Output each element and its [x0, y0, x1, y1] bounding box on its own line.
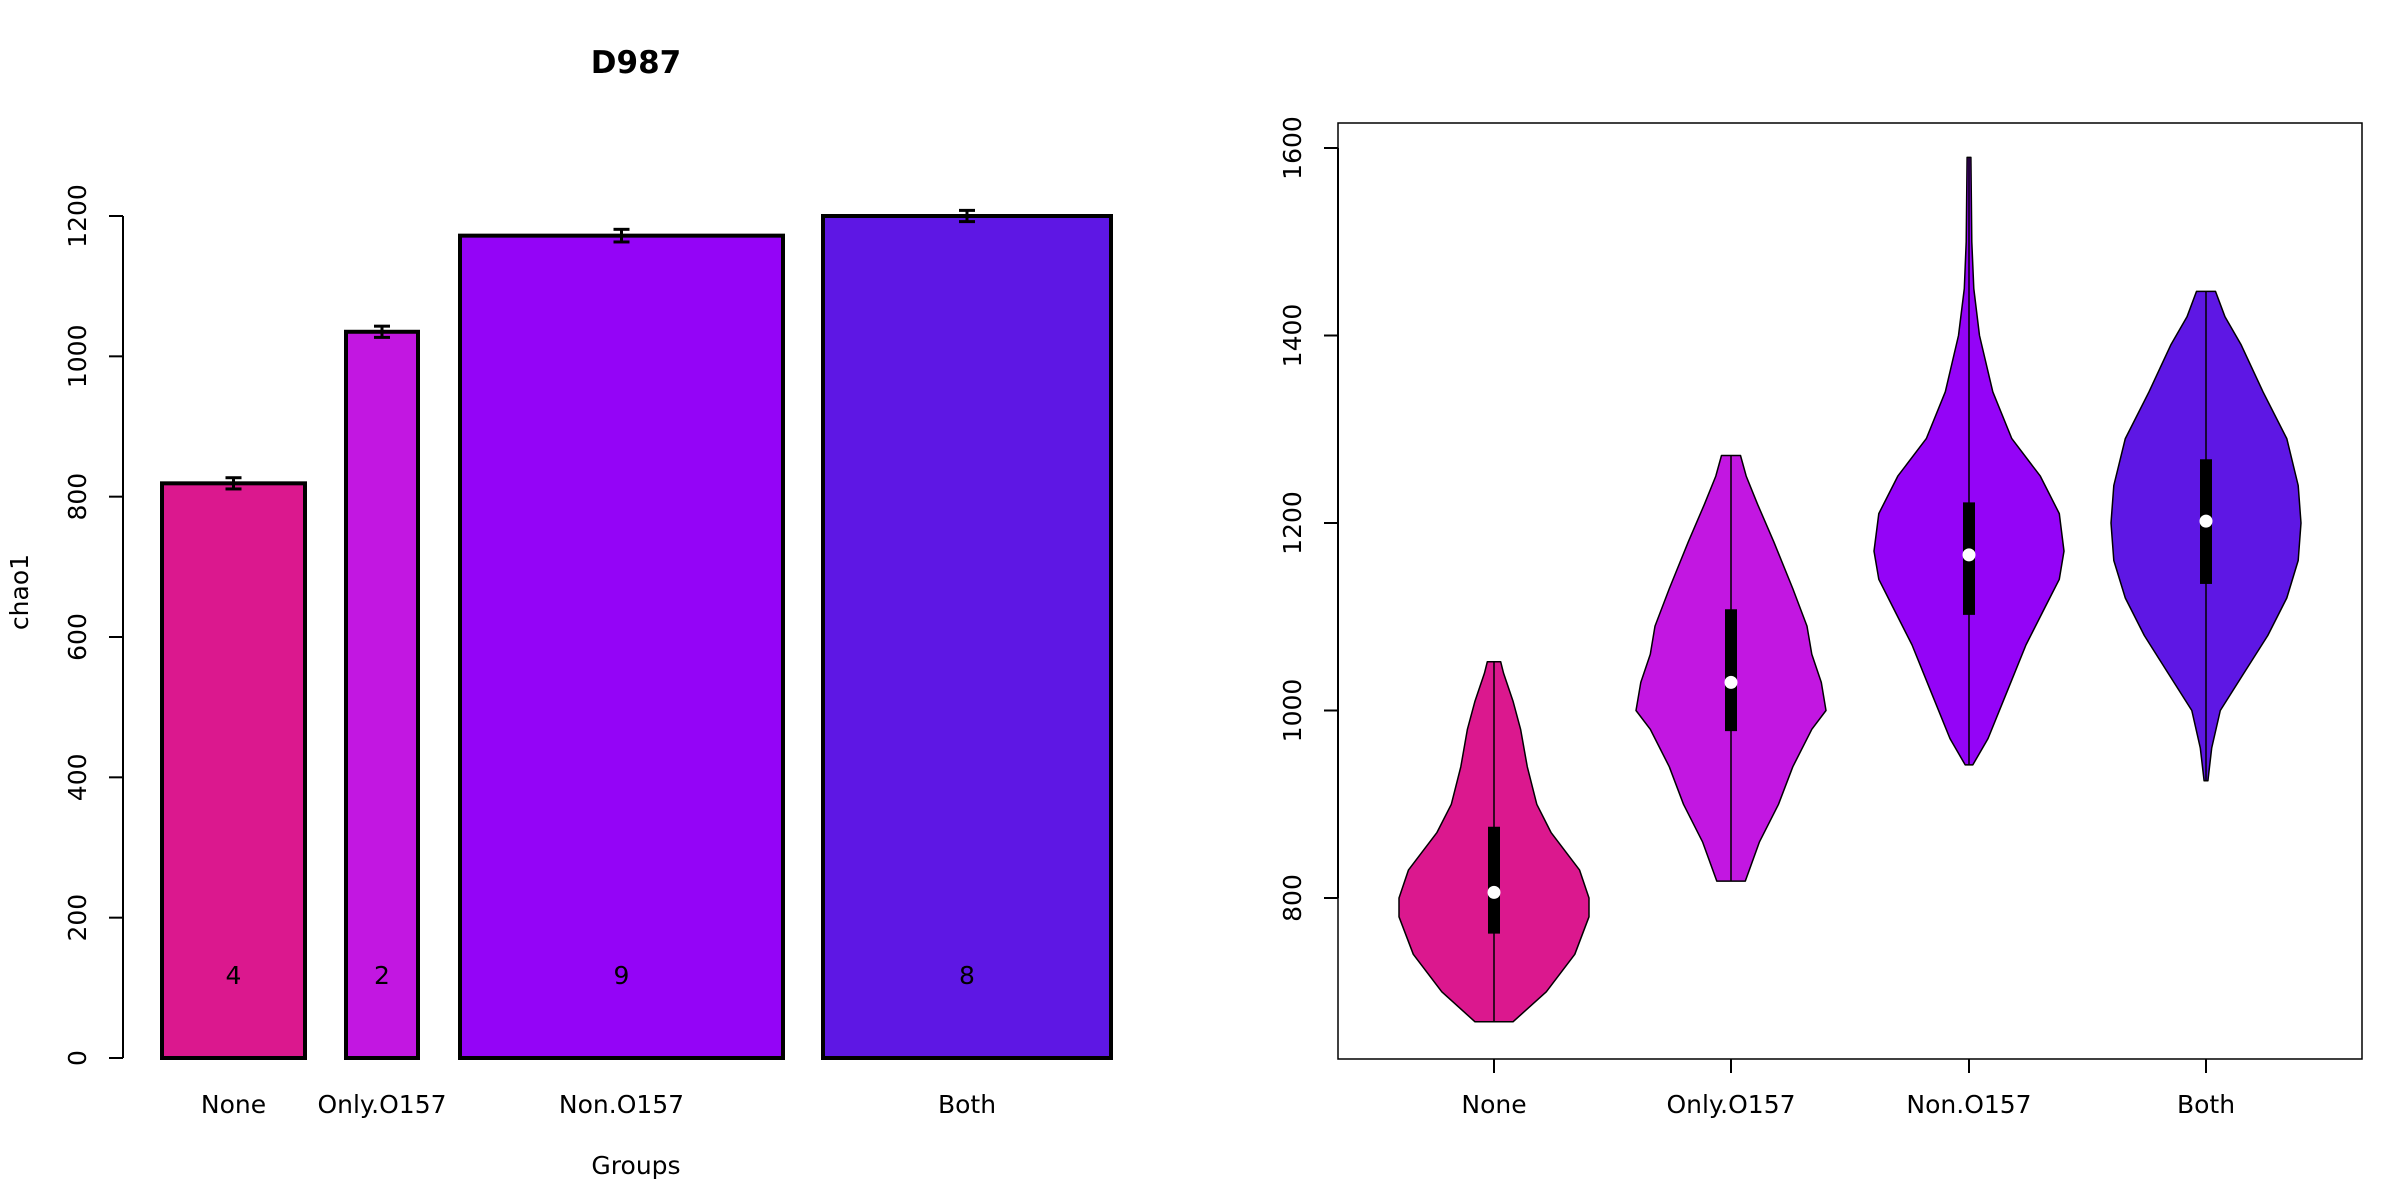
bar-count-label: 2	[374, 961, 390, 990]
violin-median-point	[1487, 885, 1501, 899]
violin-x-tick-label: None	[1461, 1090, 1526, 1119]
violin-y-tick-label: 800	[1278, 874, 1307, 922]
bar-x-tick-label: None	[201, 1090, 266, 1119]
violin-y-tick-label: 1600	[1278, 116, 1307, 180]
violin-chart-violins	[1398, 156, 2302, 1023]
violin-chart-x-axis: None Only.O157 Non.O157 Both	[1461, 1059, 2235, 1119]
violin-x-tick-label: Both	[2177, 1090, 2235, 1119]
bar-x-tick-label: Non.O157	[559, 1090, 684, 1119]
violin-y-tick-label: 1400	[1278, 304, 1307, 368]
bar-chart-title: D987	[591, 45, 681, 81]
violin-iqr-box	[1725, 609, 1737, 732]
violin-x-tick-label: Non.O157	[1906, 1090, 2031, 1119]
bar-y-tick-label: 800	[63, 473, 92, 521]
violin-median-point	[2199, 514, 2213, 528]
violin-y-tick-label: 1200	[1278, 491, 1307, 555]
bar	[458, 233, 785, 1060]
bar-chart: D987 chao1 Groups 020040060080010001200 …	[5, 45, 1113, 1180]
violin-chart-y-axis: 800 1000 1200 1400 1600	[1278, 116, 1339, 922]
bar-y-tick-label: 0	[63, 1050, 92, 1066]
violin-iqr-box	[1488, 826, 1500, 934]
violin-median-point	[1962, 548, 1976, 562]
bar-count-label: 4	[226, 961, 242, 990]
bar-chart-bars: 4 None 2 Only.O157 9 Non.O157 8 Both	[160, 208, 1113, 1119]
bar-y-tick-label: 200	[63, 894, 92, 942]
bar-y-tick-label: 600	[63, 613, 92, 661]
bar-chart-ylabel: chao1	[5, 554, 34, 630]
bar-count-label: 9	[614, 961, 630, 990]
violin-median-point	[1724, 675, 1738, 689]
bar-count-label: 8	[959, 961, 975, 990]
bar	[344, 329, 420, 1060]
violin-x-tick-label: Only.O157	[1666, 1090, 1795, 1119]
bar-y-tick-label: 1000	[63, 325, 92, 389]
bar-chart-xlabel: Groups	[591, 1151, 680, 1180]
violin-y-tick-label: 1000	[1278, 679, 1307, 743]
bar	[821, 214, 1113, 1060]
violin-chart: 800 1000 1200 1400 1600 None Only.O157 Non.O15…	[1278, 116, 2363, 1119]
bar-chart-y-axis: 0 200 400 600 800 1000 1200	[63, 184, 124, 1066]
bar	[160, 481, 307, 1060]
bar-y-tick-label: 400	[63, 753, 92, 801]
bar-x-tick-label: Only.O157	[317, 1090, 446, 1119]
bar-y-tick-label: 1200	[63, 184, 92, 248]
bar-x-tick-label: Both	[938, 1090, 996, 1119]
